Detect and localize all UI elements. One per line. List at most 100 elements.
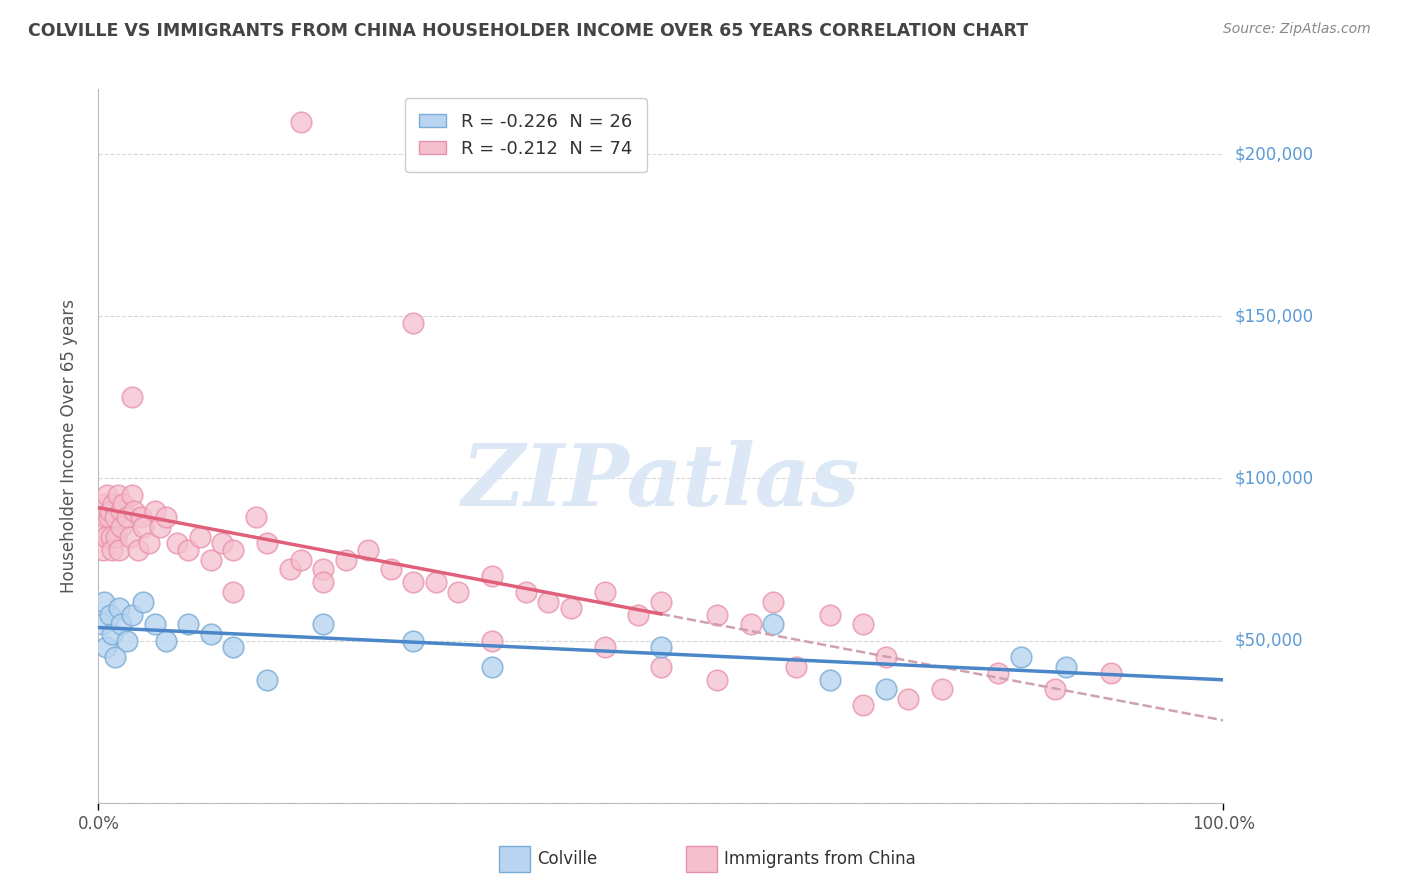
Point xyxy=(706,607,728,622)
Point xyxy=(104,649,127,664)
Point xyxy=(852,698,875,713)
Point xyxy=(94,510,117,524)
Point xyxy=(537,595,560,609)
Point xyxy=(149,520,172,534)
Point xyxy=(650,595,672,609)
Point xyxy=(222,542,245,557)
Point xyxy=(256,673,278,687)
Point xyxy=(402,633,425,648)
Point xyxy=(96,530,118,544)
Point xyxy=(402,575,425,590)
Point xyxy=(481,633,503,648)
Text: Immigrants from China: Immigrants from China xyxy=(724,850,915,868)
Point xyxy=(852,617,875,632)
Point xyxy=(740,617,762,632)
Point xyxy=(245,510,267,524)
Point xyxy=(110,617,132,632)
Point xyxy=(402,316,425,330)
Point xyxy=(100,530,122,544)
Point xyxy=(425,575,447,590)
Point xyxy=(200,627,222,641)
Point xyxy=(650,659,672,673)
Point xyxy=(593,640,616,654)
Point xyxy=(875,682,897,697)
Point xyxy=(931,682,953,697)
Point xyxy=(593,585,616,599)
Point xyxy=(200,552,222,566)
Legend: R = -0.226  N = 26, R = -0.212  N = 74: R = -0.226 N = 26, R = -0.212 N = 74 xyxy=(405,98,647,172)
Text: $200,000: $200,000 xyxy=(1234,145,1313,163)
Point xyxy=(357,542,380,557)
Point xyxy=(155,633,177,648)
Point xyxy=(91,542,114,557)
Point xyxy=(1043,682,1066,697)
Point xyxy=(115,510,138,524)
Point xyxy=(481,568,503,582)
Point xyxy=(107,542,129,557)
Point xyxy=(1054,659,1077,673)
Point xyxy=(93,497,115,511)
Point xyxy=(762,617,785,632)
Text: Source: ZipAtlas.com: Source: ZipAtlas.com xyxy=(1223,22,1371,37)
Point xyxy=(115,633,138,648)
Point xyxy=(818,607,841,622)
Text: Colville: Colville xyxy=(537,850,598,868)
Point xyxy=(129,510,152,524)
Point xyxy=(177,617,200,632)
Point xyxy=(627,607,650,622)
Point xyxy=(312,562,335,576)
Text: ZIPatlas: ZIPatlas xyxy=(461,440,860,524)
Point xyxy=(1010,649,1032,664)
Point xyxy=(222,585,245,599)
Point xyxy=(290,552,312,566)
Point xyxy=(380,562,402,576)
Text: $150,000: $150,000 xyxy=(1234,307,1313,326)
Point xyxy=(875,649,897,664)
Point xyxy=(101,542,124,557)
Point xyxy=(98,504,121,518)
Point xyxy=(121,390,143,404)
Point xyxy=(104,510,127,524)
Point xyxy=(155,510,177,524)
Point xyxy=(90,617,112,632)
Text: $100,000: $100,000 xyxy=(1234,469,1313,487)
Text: $50,000: $50,000 xyxy=(1234,632,1303,649)
Point xyxy=(785,659,807,673)
Point xyxy=(515,585,537,599)
Point xyxy=(312,575,335,590)
Point xyxy=(110,504,132,518)
Point xyxy=(121,607,143,622)
Point xyxy=(650,640,672,654)
Point xyxy=(96,488,118,502)
Y-axis label: Householder Income Over 65 years: Householder Income Over 65 years xyxy=(59,299,77,593)
Point xyxy=(124,504,146,518)
Point xyxy=(112,497,135,511)
Point xyxy=(90,520,112,534)
Point xyxy=(706,673,728,687)
Point xyxy=(96,640,118,654)
Point xyxy=(107,601,129,615)
Point xyxy=(762,595,785,609)
Point xyxy=(105,530,128,544)
Point xyxy=(177,542,200,557)
Point xyxy=(107,488,129,502)
Point xyxy=(211,536,233,550)
Point xyxy=(97,510,120,524)
Point xyxy=(312,617,335,632)
Point xyxy=(98,607,121,622)
Point xyxy=(138,536,160,550)
Point xyxy=(481,659,503,673)
Point xyxy=(93,595,115,609)
Point xyxy=(818,673,841,687)
Point xyxy=(256,536,278,550)
Point xyxy=(447,585,470,599)
Point xyxy=(101,627,124,641)
Point xyxy=(132,595,155,609)
Point xyxy=(897,692,920,706)
Text: COLVILLE VS IMMIGRANTS FROM CHINA HOUSEHOLDER INCOME OVER 65 YEARS CORRELATION C: COLVILLE VS IMMIGRANTS FROM CHINA HOUSEH… xyxy=(28,22,1028,40)
Point xyxy=(560,601,582,615)
Point xyxy=(118,530,141,544)
Point xyxy=(143,504,166,518)
Point xyxy=(1099,666,1122,681)
Point xyxy=(278,562,301,576)
